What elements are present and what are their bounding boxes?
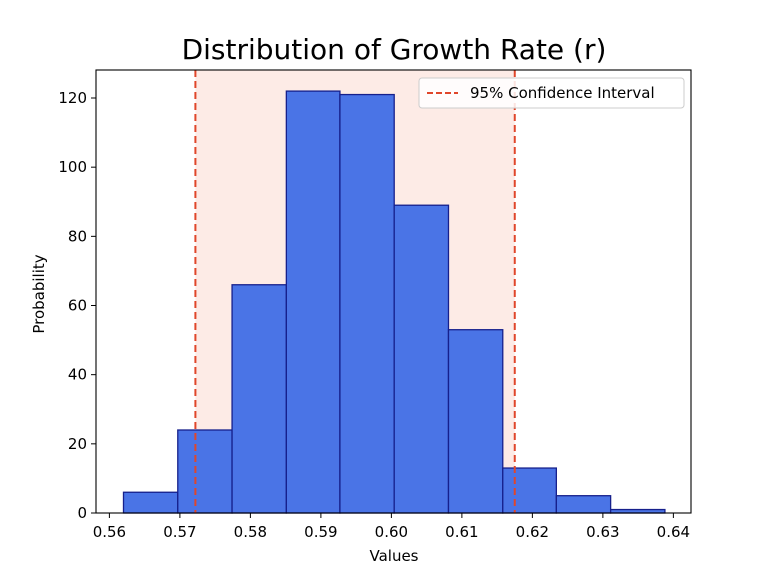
histogram-bar <box>339 93 395 514</box>
y-tick-label: 0 <box>77 504 87 522</box>
histogram-bar <box>122 491 179 514</box>
y-tick-label: 120 <box>58 89 87 107</box>
legend-ci-label: 95% Confidence Interval <box>470 84 655 102</box>
legend-box <box>418 77 685 109</box>
plot-frame <box>95 69 692 514</box>
plot-area: 0.56 0.57 0.58 0.59 0.60 0.61 0.62 0.63 0.64 0 20 4… <box>58 69 692 541</box>
y-tick-label: 40 <box>68 366 87 384</box>
x-tick-label: 0.63 <box>586 523 619 541</box>
x-tick-label: 0.56 <box>93 523 126 541</box>
x-tick-label: 0.59 <box>304 523 337 541</box>
y-tick-label: 80 <box>68 227 87 245</box>
y-axis-label: Probability <box>30 254 48 333</box>
y-tick-label: 60 <box>68 297 87 315</box>
histogram-bar <box>285 90 341 514</box>
histogram-bar <box>555 495 612 514</box>
x-axis-label: Values <box>369 547 418 565</box>
legend: 95% Confidence Interval <box>418 77 685 109</box>
x-tick-label: 0.58 <box>234 523 267 541</box>
histogram-bar <box>393 204 450 514</box>
x-tick-label: 0.61 <box>445 523 478 541</box>
x-tick-label: 0.62 <box>516 523 549 541</box>
histogram-bar <box>447 329 504 514</box>
x-tick-label: 0.60 <box>375 523 408 541</box>
histogram-bar <box>177 429 233 514</box>
y-tick-label: 100 <box>58 158 87 176</box>
histogram-bar <box>231 284 287 514</box>
x-tick-label: 0.64 <box>657 523 690 541</box>
histogram-bar <box>502 467 557 514</box>
chart-title: Distribution of Growth Rate (r) <box>182 33 607 66</box>
x-tick-label: 0.57 <box>163 523 196 541</box>
y-tick-label: 20 <box>68 435 87 453</box>
